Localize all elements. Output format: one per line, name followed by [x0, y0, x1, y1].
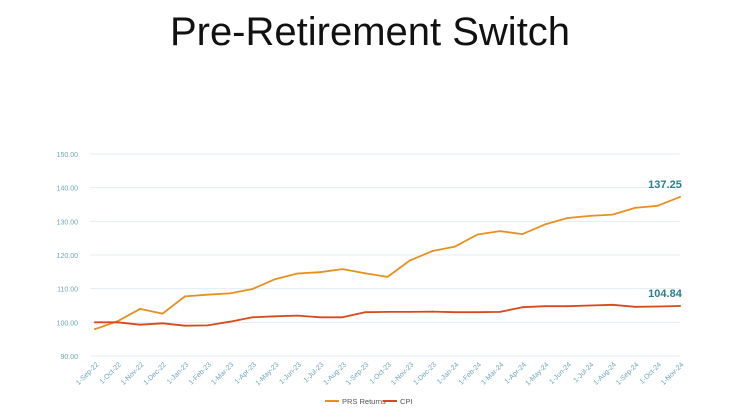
data-point	[229, 320, 231, 323]
data-point	[296, 272, 299, 275]
x-tick-label: 1-Feb-23	[188, 361, 213, 386]
data-point	[139, 307, 141, 310]
data-point	[589, 215, 591, 217]
data-point	[634, 206, 636, 209]
x-tick-label: 1-Dec-22	[143, 361, 168, 386]
data-point	[454, 311, 456, 314]
data-point	[409, 259, 411, 262]
grid-layer	[90, 153, 680, 357]
data-point	[499, 230, 501, 232]
data-point	[274, 278, 276, 281]
data-point	[184, 324, 186, 327]
slide-title: Pre-Retirement Switch	[169, 10, 571, 54]
y-tick-label: 130.00	[57, 219, 79, 226]
data-point	[116, 321, 119, 324]
data-point	[634, 305, 636, 308]
data-point	[206, 293, 209, 296]
x-tick-label: 1-Jun-24	[548, 361, 573, 386]
x-tick-label: 1-Mar-24	[480, 361, 505, 386]
data-point	[589, 304, 591, 307]
data-point	[229, 292, 231, 295]
legend-label: CPI	[400, 397, 413, 406]
data-point	[611, 213, 614, 216]
x-tick-label: 1-Mar-23	[210, 361, 235, 386]
y-tick-label: 140.00	[57, 186, 79, 193]
data-point	[274, 315, 276, 318]
data-point	[319, 271, 321, 274]
x-tick-label: 1-Nov-22	[120, 361, 145, 386]
legend-label: PRS Returns	[342, 397, 386, 406]
x-tick-label: 1-Sep-24	[615, 361, 640, 386]
data-point	[341, 316, 344, 319]
data-point	[341, 268, 344, 271]
data-point	[161, 322, 164, 325]
x-tick-label: 1-Aug-24	[593, 361, 618, 386]
data-point	[544, 305, 546, 308]
data-point	[454, 245, 456, 248]
data-point	[679, 305, 681, 307]
data-point	[386, 275, 389, 278]
x-tick-label: 1-May-24	[525, 361, 551, 387]
data-point	[679, 196, 681, 198]
x-axis: 1-Sep-221-Oct-221-Nov-221-Dec-221-Jan-23…	[75, 361, 685, 387]
data-point	[296, 314, 299, 317]
x-tick-label: 1-Sep-22	[75, 361, 100, 386]
x-tick-label: 1-May-23	[255, 361, 281, 387]
data-point	[566, 217, 569, 219]
y-tick-label: 150.00	[57, 152, 79, 159]
data-point	[94, 328, 96, 330]
x-tick-label: 1-Jun-23	[278, 361, 303, 386]
x-tick-label: 1-Nov-24	[660, 361, 685, 386]
data-point	[251, 288, 254, 290]
x-tick-label: 1-Jul-23	[303, 361, 326, 384]
x-tick-label: 1-Jan-23	[166, 361, 191, 386]
data-point	[544, 223, 546, 226]
x-tick-label: 1-Aug-23	[323, 361, 348, 386]
data-point	[521, 233, 524, 236]
data-point	[499, 310, 501, 313]
data-point	[476, 311, 479, 314]
data-point	[476, 233, 479, 236]
y-tick-label: 90.00	[60, 354, 78, 361]
data-point	[431, 250, 434, 252]
data-point	[431, 310, 434, 313]
data-point	[409, 310, 411, 313]
data-point	[184, 295, 186, 298]
y-axis: 90.00 100.00 110.00 120.00 130.00 140.00 150.0…	[57, 152, 79, 361]
data-point	[611, 303, 614, 306]
data-point	[656, 204, 659, 207]
end-data-label: 137.25	[648, 179, 682, 191]
legend: PRS Returns CPI	[325, 397, 413, 406]
data-labels: 137.25 104.84	[648, 179, 683, 300]
series-layer	[94, 195, 681, 331]
y-tick-label: 100.00	[57, 320, 79, 327]
x-tick-label: 1-Nov-23	[390, 361, 415, 386]
x-tick-label: 1-Jul-24	[573, 361, 596, 384]
data-point	[94, 321, 96, 324]
end-data-label: 104.84	[648, 288, 683, 300]
data-point	[656, 305, 659, 308]
data-point	[319, 316, 321, 319]
x-tick-label: 1-Sep-23	[345, 361, 370, 386]
y-tick-label: 110.00	[57, 287, 78, 294]
data-point	[139, 323, 141, 326]
x-tick-label: 1-Feb-24	[458, 361, 483, 386]
series-line-prs-returns	[94, 195, 681, 331]
data-point	[566, 305, 569, 308]
data-point	[386, 310, 389, 313]
data-point	[521, 306, 524, 309]
data-point	[161, 312, 164, 315]
x-tick-label: 1-Jan-24	[436, 361, 461, 386]
data-point	[206, 324, 209, 327]
x-tick-label: 1-Dec-23	[413, 361, 438, 386]
data-point	[251, 316, 254, 319]
data-point	[364, 311, 366, 314]
y-tick-label: 120.00	[57, 253, 79, 260]
data-point	[364, 272, 366, 275]
